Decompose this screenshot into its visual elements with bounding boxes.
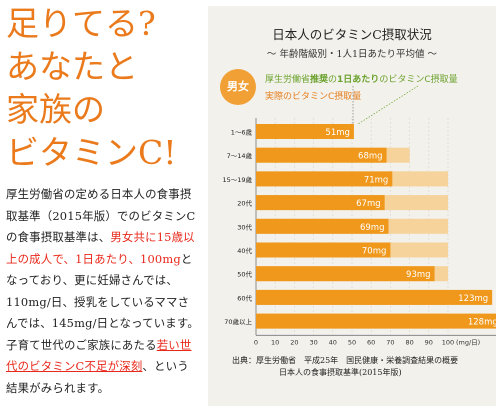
body-text-2: となっており、更に妊婦さんでは、110mg/日、授乳をしているママさんでは、14…: [6, 251, 199, 352]
category-label: 30代: [237, 222, 252, 231]
category-label: 20代: [237, 199, 252, 208]
legend-recommended-b: 推奨: [310, 75, 329, 85]
gender-badge: 男女: [220, 69, 256, 105]
actual-bar: [256, 124, 354, 139]
headline-line-3: 家族の: [6, 90, 105, 129]
chart-panel: 日本人のビタミンC摂取状況 〜 年齢階級別・1人1日あたり平均値 〜 男女 厚生…: [208, 6, 496, 406]
legend-recommended-c: の: [328, 75, 338, 85]
body-highlight-young: 若い世代のビタミンC不足が深刻: [6, 337, 192, 374]
x-tick-label: 90: [425, 338, 433, 346]
value-label: 70mg: [362, 247, 387, 257]
bar-chart: 1〜6歳 51mg 7〜14歳 68mg 15〜19歳 71mg 20代 67mg 30代 69m…: [222, 85, 496, 346]
value-label: 128mg: [468, 318, 496, 328]
actual-bar: [256, 289, 493, 305]
value-label: 67mg: [356, 199, 381, 209]
actual-bar: [256, 242, 391, 258]
source-line-2: 日本人の食事摂取基準(2015年版): [279, 368, 402, 377]
actual-bar: [256, 147, 387, 163]
category-label: 40代: [237, 246, 252, 255]
headline: 足りてる? あなたと 家族の ビタミンC!: [6, 2, 196, 174]
headline-line-2: あなたと: [6, 47, 138, 86]
category-label: 1〜6歳: [231, 128, 253, 137]
body-highlight-adult: 男女共に15歳以上の成人で、1日あたり、100mg: [6, 230, 195, 266]
body-text-1: 厚生労働省の定める日本人の食事摂取基準（2015年版）でのビタミンCの食事摂取基…: [6, 187, 196, 244]
category-label: 7〜14歳: [227, 151, 253, 160]
category-label: 50代: [237, 270, 252, 279]
legend-recommended-guide: [357, 85, 419, 125]
legend-recommended-a: 厚生労働省: [265, 75, 311, 85]
actual-bar: [256, 218, 389, 234]
actual-bar: [256, 266, 435, 282]
x-tick-label: 70: [386, 338, 394, 346]
category-label: 70歳以上: [224, 317, 252, 326]
value-label: 51mg: [325, 128, 350, 138]
x-unit-label: (mg/日): [456, 338, 480, 346]
value-label: 69mg: [360, 223, 385, 233]
chart-subtitle: 〜 年齢階級別・1人1日あたり平均値 〜: [266, 49, 438, 60]
actual-bar: [256, 313, 496, 329]
legend-recommended: 厚生労働省推奨の1日あたりのビタミンC摂取量: [265, 72, 458, 85]
source-line-1: 出典：厚生労働省 平成25年 国民健康・栄養調査結果の概要: [232, 356, 459, 365]
legend-actual: 実際のビタミンC摂取量: [265, 92, 362, 102]
actual-bar: [256, 195, 385, 211]
category-label: 15〜19歳: [222, 175, 252, 184]
body-text-3: 、という結果がみられます。: [6, 359, 189, 395]
actual-bar: [256, 171, 393, 187]
legend-recommended-d: 1日あたり: [337, 75, 380, 85]
x-tick-label: 60: [367, 338, 375, 346]
x-tick-label: 20: [290, 338, 298, 346]
value-label: 93mg: [406, 270, 431, 280]
x-tick-label: 30: [309, 338, 317, 346]
category-label: 60代: [237, 293, 252, 302]
value-label: 71mg: [364, 175, 389, 185]
chart-title: 日本人のビタミンC摂取状況: [272, 27, 432, 42]
x-tick-label: 0: [254, 338, 258, 346]
x-tick-label: 80: [405, 338, 413, 346]
x-tick-label: 40: [329, 338, 337, 346]
x-tick-label: 50: [348, 338, 356, 346]
x-tick-label: 10: [271, 338, 279, 346]
headline-line-1: 足りてる?: [6, 4, 156, 43]
headline-line-4: ビタミンC!: [6, 133, 177, 172]
source-note: 出典：厚生労働省 平成25年 国民健康・栄養調査結果の概要 日本人の食事摂取基準…: [232, 355, 458, 379]
value-label: 68mg: [358, 152, 383, 162]
body-paragraph: 厚生労働省の定める日本人の食事摂取基準（2015年版）でのビタミンCの食事摂取基…: [6, 184, 200, 399]
x-tick-label: 100: [442, 338, 454, 346]
legend-recommended-e: のビタミンC摂取量: [379, 75, 458, 85]
value-label: 123mg: [458, 294, 488, 304]
